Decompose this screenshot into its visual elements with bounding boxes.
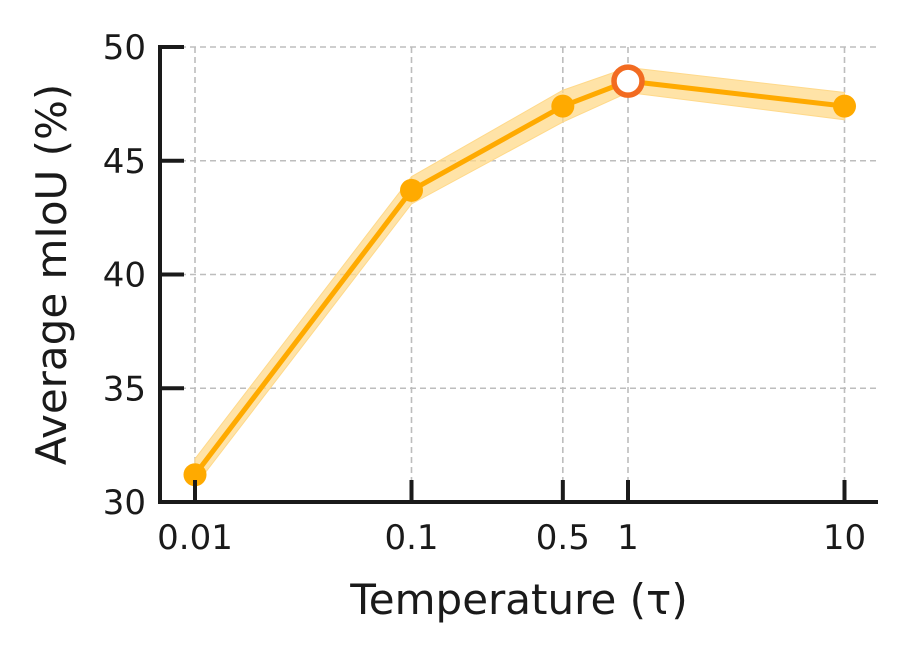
data-points [183,64,856,487]
confidence-band-group [194,66,845,488]
y-tick-label-4: 50 [103,28,146,68]
x-tick-label-0: 0.01 [157,518,233,558]
data-point-1 [400,178,423,202]
grid [160,46,878,503]
confidence-band [194,66,845,488]
y-tick-label-2: 40 [103,256,146,296]
x-tick-label-2: 0.5 [536,518,590,558]
x-tick-label-4: 10 [823,518,866,558]
y-tick-label-0: 30 [103,483,146,523]
x-axis-label: Temperature (τ) [349,575,687,624]
data-point-4 [833,94,856,118]
x-tick-label-3: 1 [617,518,639,558]
y-tick-label-3: 45 [103,142,146,182]
x-axis-ticks: 0.01 0.1 0.5 1 10 [157,480,866,558]
data-point-0 [183,463,207,487]
y-tick-label-1: 35 [103,369,146,409]
highlight-point [611,64,645,98]
y-axis-label: Average mIoU (%) [27,84,76,466]
x-tick-label-1: 0.1 [384,518,438,558]
data-point-2 [551,94,575,118]
y-axis-ticks: 30 35 40 45 50 [103,28,184,523]
